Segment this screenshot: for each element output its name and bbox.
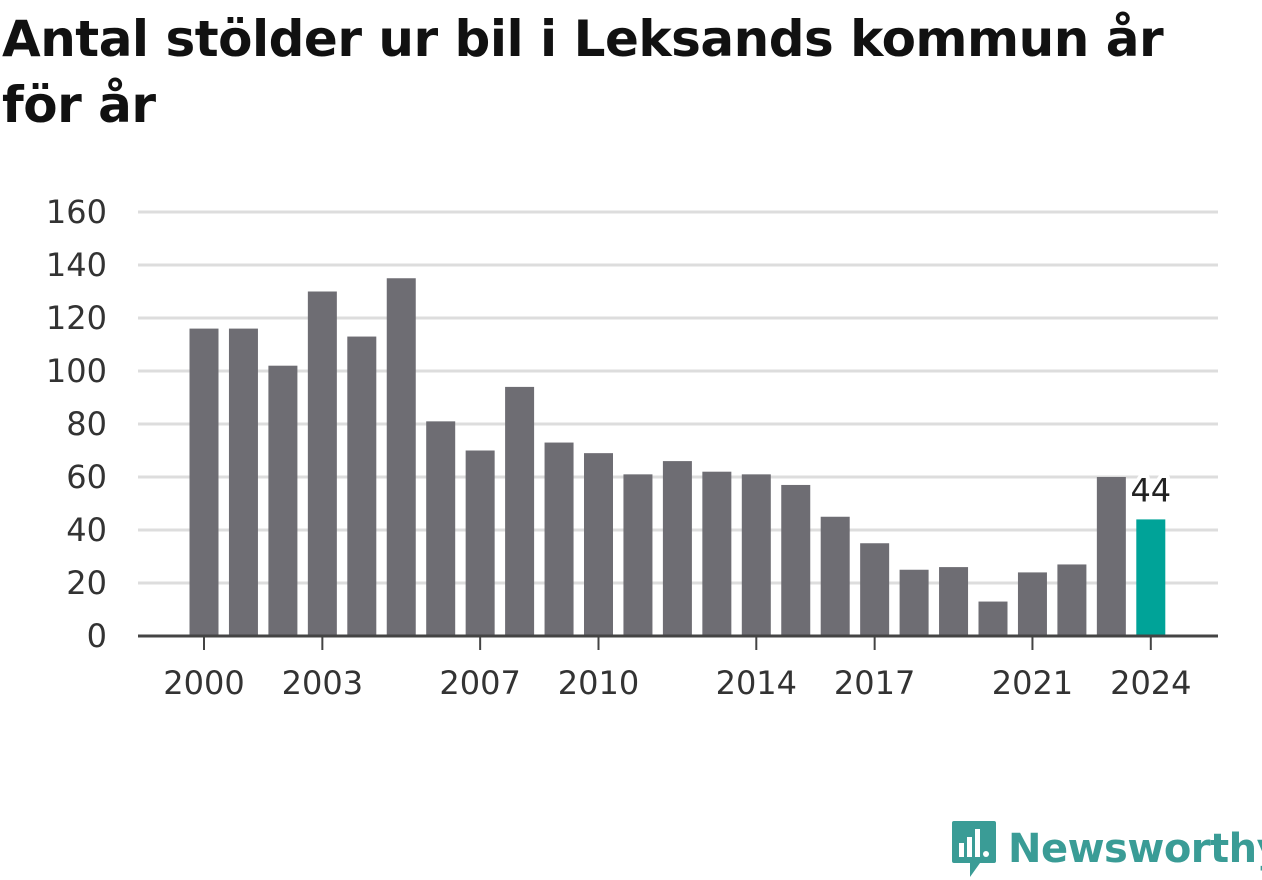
value-label: 44 <box>1130 471 1171 509</box>
y-tick-label: 60 <box>66 458 107 496</box>
bar-2000 <box>189 328 219 636</box>
y-tick-label: 80 <box>66 405 107 443</box>
value-label-halo: 44 <box>1130 471 1171 509</box>
bar-2020 <box>978 601 1008 636</box>
y-tick-label: 120 <box>46 299 107 337</box>
bar-2010 <box>584 453 613 636</box>
y-tick-label: 20 <box>66 564 107 602</box>
bar-2005 <box>386 278 416 636</box>
bar-2017 <box>860 543 890 636</box>
bar-2011 <box>623 474 653 636</box>
bar-2023 <box>1096 477 1126 636</box>
bar-2019 <box>939 567 969 636</box>
bar-2003 <box>307 291 337 636</box>
bar-2009 <box>544 442 574 636</box>
newsworthy-logo-text: Newsworthy <box>1008 826 1262 872</box>
y-tick-label: 100 <box>46 352 107 390</box>
bar-2002 <box>268 365 298 636</box>
bar-2012 <box>662 461 692 636</box>
x-tick-label: 2024 <box>1110 664 1191 702</box>
x-tick-label: 2017 <box>834 664 915 702</box>
y-tick-label: 160 <box>46 193 107 231</box>
bar-2001 <box>228 328 258 636</box>
bar-2024 <box>1136 519 1166 636</box>
x-tick-label: 2000 <box>163 664 244 702</box>
bar-2016 <box>820 516 850 636</box>
chart-title: Antal stölder ur bil i Leksands kommun å… <box>2 10 1164 134</box>
bar-2022 <box>1057 564 1087 636</box>
x-tick-label: 2014 <box>716 664 797 702</box>
y-tick-label: 140 <box>46 246 107 284</box>
bars <box>189 278 1166 636</box>
bar-2018 <box>899 569 929 636</box>
x-tick-label: 2021 <box>992 664 1073 702</box>
x-tick-label: 2003 <box>282 664 363 702</box>
bar-2004 <box>347 336 377 636</box>
bar-2015 <box>781 484 811 636</box>
bar-2007 <box>465 450 495 636</box>
y-tick-label: 40 <box>66 511 107 549</box>
x-axis <box>138 634 1218 650</box>
x-tick-label: 2007 <box>439 664 520 702</box>
bar-2008 <box>505 386 535 636</box>
labels: 0 20 40 60 80 100 120 140 160 2000 2003 2007 2010 201… <box>46 193 1192 702</box>
bar-2013 <box>702 471 732 636</box>
y-tick-label: 0 <box>87 617 107 655</box>
newsworthy-logo-icon <box>952 821 996 877</box>
bar-2014 <box>741 474 771 636</box>
x-tick-label: 2010 <box>558 664 639 702</box>
bar-2006 <box>426 421 456 636</box>
bar-2021 <box>1017 572 1047 636</box>
newsworthy-logo[interactable]: Newsworthy <box>950 818 1262 880</box>
